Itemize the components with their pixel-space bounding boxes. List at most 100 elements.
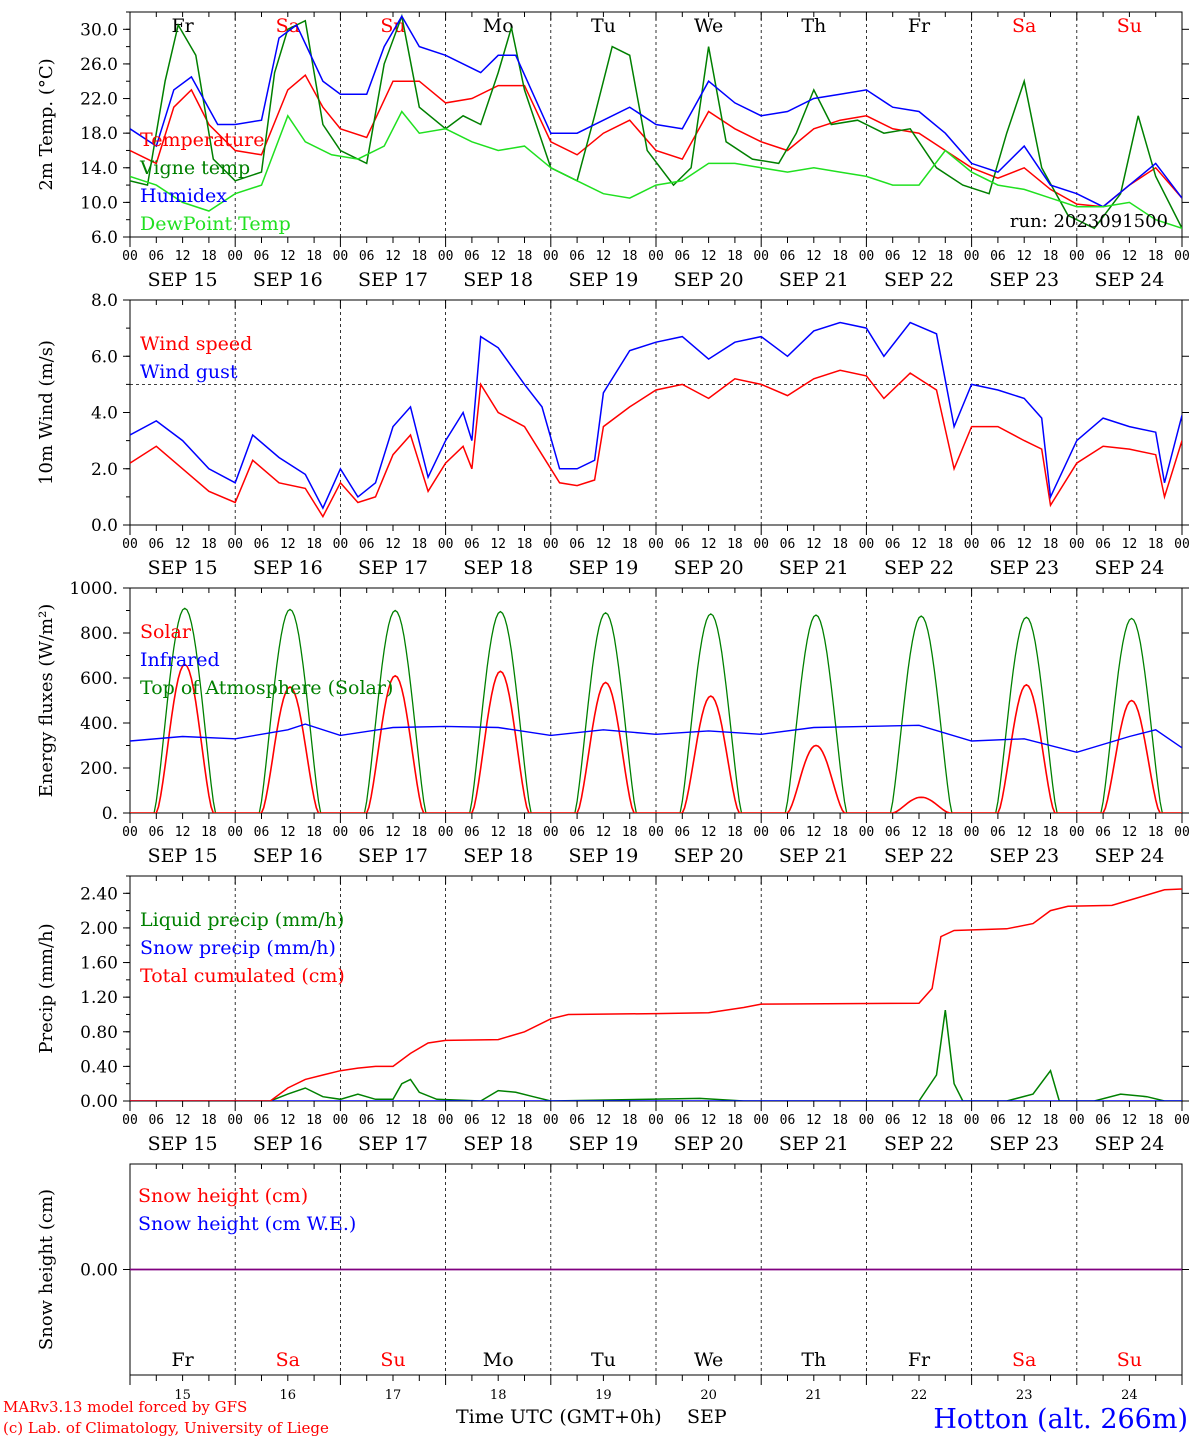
y-tick-label: 2.0 — [91, 460, 118, 480]
hour-label: 12 — [385, 249, 401, 264]
y-tick-label: 0.80 — [80, 1023, 118, 1043]
legend-entry: Snow precip (mm/h) — [140, 937, 336, 959]
hour-label: 00 — [859, 825, 875, 840]
hour-label: 12 — [175, 249, 191, 264]
hour-label: 06 — [1095, 249, 1111, 264]
date-label: SEP 20 — [674, 557, 744, 579]
hour-label: 06 — [674, 1113, 690, 1128]
model-credit: MARv3.13 model forced by GFS — [3, 1398, 247, 1416]
hour-label: 12 — [806, 825, 822, 840]
hour-label: 12 — [911, 537, 927, 552]
hour-label: 06 — [359, 1113, 375, 1128]
hour-label: 12 — [1016, 249, 1032, 264]
series-line-3 — [130, 110, 1182, 230]
legend-entry: Wind speed — [140, 333, 252, 355]
hour-label: 18 — [201, 249, 217, 264]
month-label: SEP — [687, 1406, 727, 1428]
y-tick-label: 0.00 — [80, 1092, 118, 1112]
weekday-label: Tu — [591, 1349, 616, 1371]
hour-label: 12 — [1122, 1113, 1138, 1128]
hour-label: 00 — [964, 249, 980, 264]
hour-label: 12 — [701, 249, 717, 264]
hour-label: 06 — [990, 249, 1006, 264]
weekday-label: Su — [1117, 15, 1142, 37]
hour-label: 18 — [517, 249, 533, 264]
hour-label: 06 — [569, 537, 585, 552]
date-label: SEP 19 — [568, 845, 638, 867]
y-tick-label: 6.0 — [91, 347, 118, 367]
hour-label: 00 — [964, 537, 980, 552]
weekday-label: Su — [380, 1349, 405, 1371]
hour-label: 06 — [1095, 825, 1111, 840]
panel-1: 6.0 10.0 14.0 18.0 22.0 26.0 30.0 2m Temp. (°C)… — [36, 11, 1190, 291]
day-number-label: 19 — [595, 1388, 612, 1403]
hour-label: 00 — [753, 249, 769, 264]
hour-label: 12 — [280, 249, 296, 264]
hour-label: 00 — [648, 1113, 664, 1128]
y-tick-label: 1000. — [69, 579, 118, 599]
hour-label: 18 — [1043, 1113, 1059, 1128]
hour-label: 00 — [964, 825, 980, 840]
hour-label: 18 — [411, 537, 427, 552]
date-label: SEP 18 — [463, 845, 533, 867]
date-label: SEP 17 — [358, 845, 428, 867]
date-label: SEP 16 — [253, 845, 323, 867]
date-label: SEP 15 — [148, 269, 218, 291]
date-label: SEP 23 — [989, 269, 1059, 291]
hour-label: 06 — [674, 825, 690, 840]
hour-label: 18 — [517, 825, 533, 840]
y-tick-label: 22.0 — [80, 90, 118, 110]
hour-label: 18 — [1148, 825, 1164, 840]
hour-label: 06 — [674, 537, 690, 552]
hour-label: 06 — [464, 537, 480, 552]
date-label: SEP 18 — [463, 557, 533, 579]
weekday-label: Sa — [1012, 15, 1036, 37]
hour-label: 12 — [701, 825, 717, 840]
hour-label: 00 — [1174, 249, 1190, 264]
hour-label: 18 — [306, 249, 322, 264]
hour-label: 18 — [622, 537, 638, 552]
footer: MARv3.13 model forced by GFS (c) Lab. of… — [3, 1398, 1188, 1437]
y-tick-label: 2.40 — [80, 884, 118, 904]
legend-entry: Humidex — [140, 185, 227, 207]
date-label: SEP 17 — [358, 269, 428, 291]
hour-label: 06 — [148, 537, 164, 552]
date-label: SEP 23 — [989, 845, 1059, 867]
hour-label: 12 — [596, 825, 612, 840]
y-tick-label: 30.0 — [80, 20, 118, 40]
hour-label: 00 — [122, 1113, 138, 1128]
hour-label: 00 — [859, 1113, 875, 1128]
hour-label: 18 — [411, 1113, 427, 1128]
hour-label: 06 — [885, 249, 901, 264]
hour-label: 18 — [1148, 1113, 1164, 1128]
weekday-label: Fr — [171, 1349, 194, 1371]
run-label: run: 2023091500 — [1010, 211, 1168, 232]
hour-label: 00 — [227, 825, 243, 840]
date-label: SEP 20 — [674, 1133, 744, 1155]
hour-label: 06 — [885, 537, 901, 552]
weekday-label: We — [694, 15, 723, 37]
hour-label: 18 — [622, 825, 638, 840]
hour-label: 00 — [438, 537, 454, 552]
hour-label: 00 — [543, 537, 559, 552]
date-label: SEP 23 — [989, 1133, 1059, 1155]
date-label: SEP 15 — [148, 1133, 218, 1155]
y-tick-label: 0. — [102, 804, 118, 824]
hour-label: 06 — [990, 825, 1006, 840]
y-tick-label: 400. — [80, 714, 118, 734]
series-line-2 — [130, 888, 1182, 1101]
date-label: SEP 16 — [253, 557, 323, 579]
hour-label: 12 — [490, 1113, 506, 1128]
series-line-1 — [130, 13, 1182, 230]
hour-label: 06 — [569, 1113, 585, 1128]
hour-label: 06 — [148, 1113, 164, 1128]
hour-label: 12 — [911, 249, 927, 264]
y-tick-label: 0.40 — [80, 1057, 118, 1077]
hour-label: 06 — [254, 537, 270, 552]
y-tick-label: 0.0 — [91, 516, 118, 536]
y-tick-label: 0.00 — [80, 1261, 118, 1281]
y-axis-label: Snow height (cm) — [36, 1189, 57, 1350]
y-tick-label: 6.0 — [91, 228, 118, 248]
y-tick-label: 18.0 — [80, 124, 118, 144]
